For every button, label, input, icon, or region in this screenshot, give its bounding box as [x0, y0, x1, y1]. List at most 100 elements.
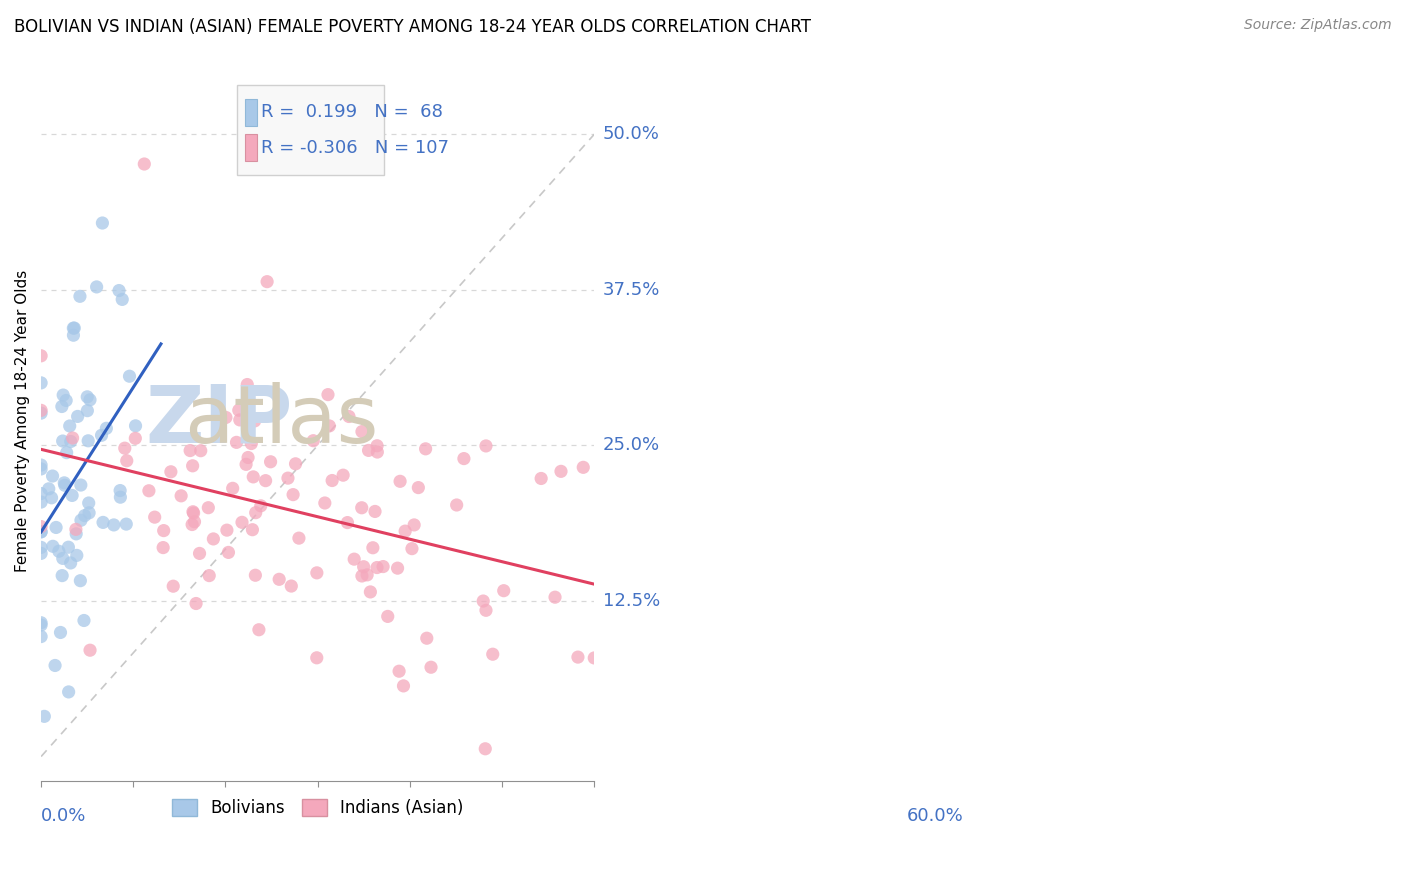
Point	[404, 517, 426, 532]
Point	[65, 527, 87, 541]
Point	[63, 321, 86, 335]
Point	[254, 474, 277, 488]
Point	[321, 474, 343, 488]
FancyBboxPatch shape	[238, 85, 384, 175]
Point	[350, 569, 373, 583]
Point	[45, 520, 67, 534]
Point	[183, 515, 205, 529]
Point	[318, 419, 340, 434]
Point	[420, 660, 443, 674]
Point	[190, 443, 212, 458]
Point	[52, 388, 75, 402]
Point	[550, 464, 572, 478]
Point	[138, 483, 160, 498]
Point	[242, 470, 264, 484]
Point	[91, 216, 114, 230]
Point	[30, 615, 52, 630]
Point	[59, 434, 82, 449]
Point	[108, 483, 131, 498]
Point	[44, 658, 66, 673]
Point	[30, 403, 52, 417]
Point	[284, 457, 307, 471]
Point	[114, 441, 136, 455]
Text: 12.5%: 12.5%	[603, 592, 659, 610]
Text: ZIP: ZIP	[146, 382, 292, 459]
Point	[179, 443, 201, 458]
Point	[366, 439, 388, 453]
Point	[235, 458, 257, 472]
FancyBboxPatch shape	[245, 134, 257, 161]
Point	[69, 574, 91, 588]
Point	[316, 387, 339, 401]
Point	[42, 539, 65, 553]
Point	[30, 376, 52, 390]
Point	[366, 560, 388, 574]
Point	[215, 410, 238, 425]
Point	[474, 741, 496, 756]
Point	[350, 425, 373, 439]
Legend: Bolivians, Indians (Asian): Bolivians, Indians (Asian)	[166, 792, 470, 823]
Point	[408, 481, 430, 495]
Point	[59, 556, 82, 570]
Text: 60.0%: 60.0%	[907, 806, 963, 825]
Text: R =  0.199   N =  68: R = 0.199 N = 68	[262, 103, 443, 121]
Point	[353, 559, 375, 574]
Point	[240, 436, 263, 450]
Point	[66, 549, 89, 563]
Point	[389, 475, 412, 489]
Point	[281, 488, 304, 502]
Point	[492, 583, 515, 598]
Point	[202, 532, 225, 546]
Point	[38, 482, 60, 496]
Point	[111, 293, 134, 307]
Point	[350, 500, 373, 515]
Point	[77, 496, 100, 510]
Point	[377, 609, 399, 624]
FancyBboxPatch shape	[245, 99, 257, 126]
Point	[30, 349, 52, 363]
Point	[583, 651, 606, 665]
Point	[366, 445, 388, 459]
Point	[371, 559, 394, 574]
Point	[249, 499, 271, 513]
Point	[30, 462, 52, 476]
Point	[124, 431, 146, 445]
Point	[53, 478, 76, 492]
Point	[415, 442, 437, 456]
Point	[453, 451, 475, 466]
Point	[124, 418, 146, 433]
Point	[229, 413, 252, 427]
Text: 0.0%: 0.0%	[41, 806, 87, 825]
Point	[90, 428, 112, 442]
Point	[66, 409, 89, 424]
Point	[221, 481, 243, 495]
Point	[183, 506, 205, 520]
Point	[184, 597, 207, 611]
Point	[62, 321, 84, 335]
Point	[236, 450, 259, 465]
Point	[79, 392, 101, 407]
Y-axis label: Female Poverty Among 18-24 Year Olds: Female Poverty Among 18-24 Year Olds	[15, 269, 30, 572]
Text: 37.5%: 37.5%	[603, 281, 659, 299]
Point	[364, 504, 387, 518]
Point	[41, 491, 63, 505]
Point	[181, 517, 204, 532]
Point	[77, 506, 100, 520]
Point	[245, 568, 267, 582]
Point	[52, 551, 75, 566]
Text: 25.0%: 25.0%	[603, 436, 659, 454]
Point	[103, 517, 125, 532]
Point	[387, 561, 409, 575]
Point	[305, 566, 328, 580]
Point	[41, 469, 63, 483]
Point	[242, 523, 264, 537]
Point	[256, 275, 278, 289]
Point	[446, 498, 468, 512]
Point	[236, 377, 259, 392]
Text: Source: ZipAtlas.com: Source: ZipAtlas.com	[1244, 18, 1392, 32]
Point	[55, 393, 77, 408]
Point	[115, 454, 138, 468]
Point	[76, 390, 98, 404]
Point	[69, 478, 91, 492]
Point	[231, 516, 253, 530]
